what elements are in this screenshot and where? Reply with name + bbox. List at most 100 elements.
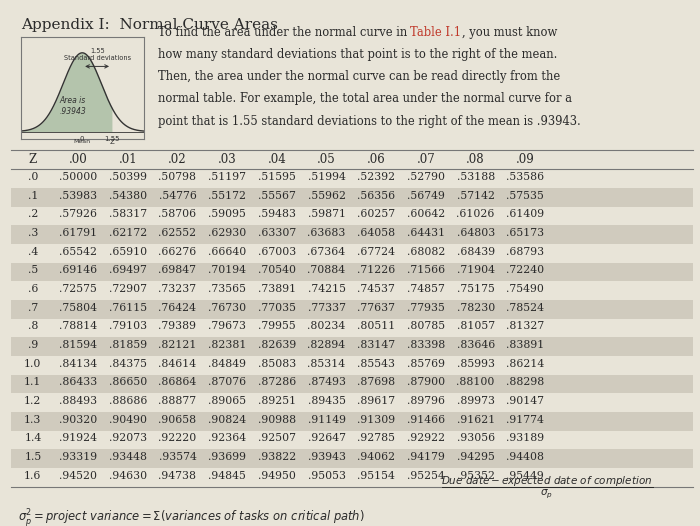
Text: .84375: .84375 [108,359,147,369]
Text: .6: .6 [28,284,38,294]
Text: .1: .1 [28,191,38,201]
Text: .2: .2 [28,209,38,219]
Text: .51994: .51994 [307,172,346,182]
Text: .71566: .71566 [407,266,445,276]
Text: .66640: .66640 [208,247,246,257]
Text: .84849: .84849 [208,359,246,369]
Text: .50000: .50000 [59,172,97,182]
Text: .54776: .54776 [158,191,197,201]
Text: .8: .8 [28,321,38,331]
Text: .78524: .78524 [506,303,545,313]
Text: .80511: .80511 [357,321,395,331]
Text: .0: .0 [28,172,38,182]
Text: .83891: .83891 [506,340,545,350]
Text: .78230: .78230 [456,303,495,313]
Text: .07: .07 [416,153,435,166]
Text: .65542: .65542 [59,247,97,257]
Text: .93448: .93448 [108,452,147,462]
Text: .94630: .94630 [108,471,147,481]
Text: .95154: .95154 [357,471,395,481]
Text: .01: .01 [118,153,137,166]
Text: .76730: .76730 [208,303,246,313]
Text: .88493: .88493 [59,396,97,406]
Text: .56356: .56356 [357,191,395,201]
Text: .58706: .58706 [158,209,197,219]
Text: .59483: .59483 [258,209,296,219]
Text: .89617: .89617 [357,396,395,406]
Text: .85314: .85314 [307,359,346,369]
Text: .68793: .68793 [506,247,545,257]
Bar [10,375,693,393]
Text: .67003: .67003 [258,247,296,257]
Text: .84134: .84134 [59,359,97,369]
Text: .92073: .92073 [108,433,147,443]
Text: .72575: .72575 [59,284,97,294]
Text: .57926: .57926 [59,209,97,219]
Text: .55567: .55567 [258,191,296,201]
Text: .5: .5 [28,266,38,276]
Text: .94295: .94295 [456,452,495,462]
Text: .74215: .74215 [307,284,346,294]
Text: .90320: .90320 [59,414,97,425]
Bar [10,449,693,468]
Text: .95449: .95449 [507,471,544,481]
Text: .86214: .86214 [506,359,545,369]
Bar [10,225,693,244]
Text: .87076: .87076 [208,378,246,388]
Text: .91149: .91149 [307,414,346,425]
Text: .63683: .63683 [307,228,346,238]
Text: .69497: .69497 [108,266,147,276]
Bar [10,263,693,281]
Text: .91466: .91466 [407,414,445,425]
Text: .90147: .90147 [506,396,545,406]
Text: .64803: .64803 [456,228,495,238]
Text: .53586: .53586 [506,172,545,182]
Text: .90824: .90824 [208,414,246,425]
Text: .75804: .75804 [59,303,97,313]
Text: .82639: .82639 [258,340,296,350]
Text: .92785: .92785 [357,433,395,443]
Text: .90988: .90988 [258,414,296,425]
Text: .93319: .93319 [59,452,97,462]
Text: .89796: .89796 [407,396,445,406]
Text: .69146: .69146 [59,266,97,276]
Text: normal table. For example, the total area under the normal curve for a: normal table. For example, the total are… [158,93,571,105]
Text: .93189: .93189 [506,433,545,443]
Text: .86433: .86433 [59,378,97,388]
Text: .62172: .62172 [108,228,147,238]
Text: .65173: .65173 [506,228,545,238]
Text: Appendix I:  Normal Curve Areas: Appendix I: Normal Curve Areas [21,18,278,33]
Text: .61026: .61026 [456,209,495,219]
Text: .52790: .52790 [407,172,445,182]
Text: 1.2: 1.2 [25,396,41,406]
Text: .94062: .94062 [357,452,395,462]
Text: .92507: .92507 [258,433,296,443]
Text: .51595: .51595 [258,172,296,182]
Text: .75175: .75175 [456,284,495,294]
Text: .72240: .72240 [506,266,545,276]
Bar [10,338,693,356]
Text: .02: .02 [168,153,187,166]
Text: .77035: .77035 [258,303,296,313]
Text: .4: .4 [28,247,38,257]
Text: .93943: .93943 [307,452,346,462]
Text: .3: .3 [28,228,38,238]
Text: .83646: .83646 [456,340,495,350]
Text: .83398: .83398 [407,340,445,350]
Text: .89435: .89435 [307,396,346,406]
Text: .00: .00 [69,153,88,166]
Bar [10,300,693,319]
Text: .85083: .85083 [258,359,296,369]
Text: point that is 1.55 standard deviations to the right of the mean is .93943.: point that is 1.55 standard deviations t… [158,115,580,127]
Text: .95352: .95352 [456,471,495,481]
Text: .92364: .92364 [208,433,246,443]
Text: .82381: .82381 [208,340,246,350]
Text: .57535: .57535 [506,191,545,201]
Text: .62552: .62552 [158,228,197,238]
Text: .86650: .86650 [108,378,147,388]
Text: To find the area under the normal curve in: To find the area under the normal curve … [158,26,410,39]
Text: .79389: .79389 [158,321,197,331]
Text: .83147: .83147 [357,340,395,350]
Text: 1.1: 1.1 [25,378,41,388]
Text: .77637: .77637 [357,303,395,313]
